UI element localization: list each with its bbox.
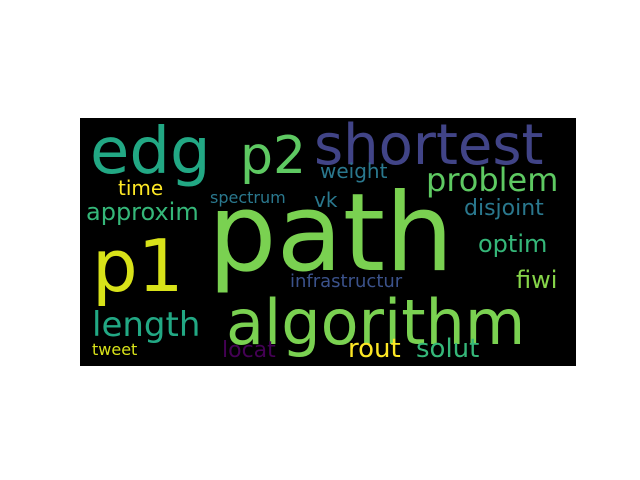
word-solut: solut bbox=[416, 334, 480, 364]
word-length: length bbox=[92, 305, 201, 345]
word-fiwi: fiwi bbox=[516, 266, 558, 294]
word-algorithm: algorithm bbox=[226, 286, 526, 359]
word-vk: vk bbox=[314, 188, 338, 212]
word-problem: problem bbox=[426, 161, 559, 199]
word-weight: weight bbox=[320, 159, 388, 183]
word-spectrum: spectrum bbox=[210, 188, 286, 207]
word-rout: rout bbox=[348, 334, 401, 364]
word-approxim: approxim bbox=[86, 198, 199, 226]
word-edg: edg bbox=[90, 118, 211, 189]
word-time: time bbox=[118, 176, 164, 200]
word-infrastructur: infrastructur bbox=[290, 271, 403, 292]
word-p2: p2 bbox=[240, 126, 307, 186]
word-disjoint: disjoint bbox=[464, 196, 544, 221]
word-p1: p1 bbox=[92, 224, 184, 308]
word-cloud: path algorithm edg p2 shortest p1 proble… bbox=[80, 118, 576, 366]
word-tweet: tweet bbox=[92, 340, 138, 359]
word-locat: locat bbox=[222, 338, 276, 363]
word-shortest: shortest bbox=[314, 118, 544, 178]
word-path: path bbox=[208, 171, 454, 296]
word-optim: optim bbox=[478, 230, 548, 258]
